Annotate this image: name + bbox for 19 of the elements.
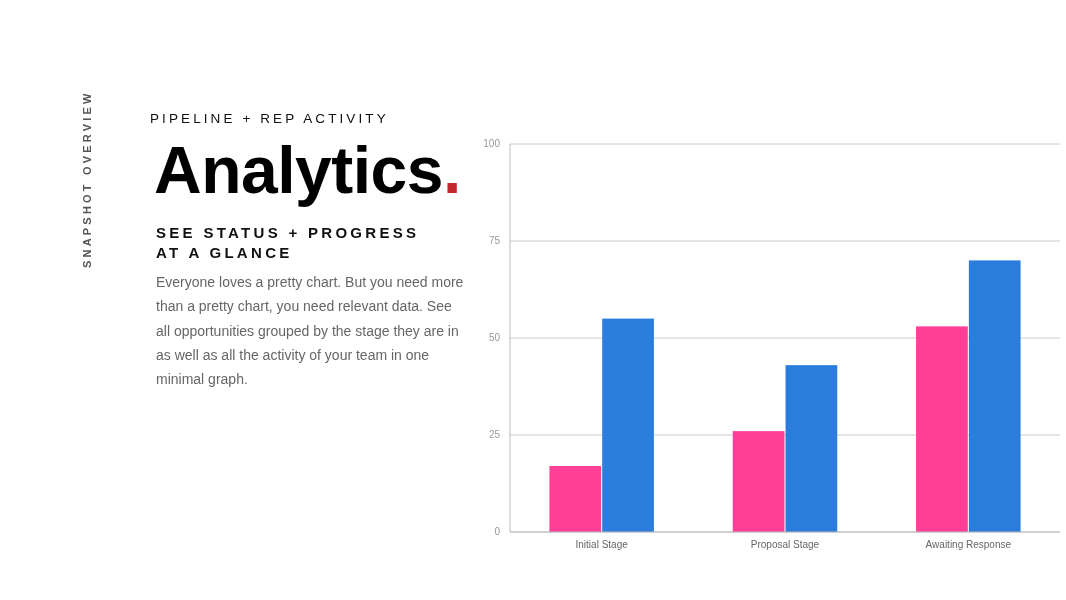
- y-tick-label: 50: [488, 331, 501, 343]
- bar: [785, 365, 838, 532]
- bar: [732, 431, 785, 532]
- y-tick-label: 25: [488, 428, 501, 440]
- x-tick-label: Proposal Stage: [750, 539, 820, 550]
- text: PIPELINE + REP ACTIVITY: [150, 111, 389, 126]
- bar: [602, 318, 654, 532]
- text: SNAPSHOT OVERVIEW: [81, 90, 93, 268]
- text: SEE STATUS + PROGRESS AT A GLANCE: [156, 224, 420, 261]
- bar: [968, 260, 1021, 532]
- y-tick-label: 75: [488, 234, 501, 246]
- x-tick-label: Initial Stage: [575, 539, 629, 550]
- y-tick-label: 100: [483, 137, 501, 149]
- bar: [916, 326, 968, 532]
- text: Everyone loves a pretty chart. But you need more than a pretty chart, you need relevant data. See all opportunities grouped by the stage they are in as well as all the activity of your team in one minimal graph.: [156, 274, 464, 388]
- bar: [549, 466, 602, 532]
- x-tick-label: Awaiting Response: [925, 539, 1012, 550]
- chart-title: Analytics.: [154, 133, 461, 207]
- y-tick-label: 0: [494, 525, 501, 537]
